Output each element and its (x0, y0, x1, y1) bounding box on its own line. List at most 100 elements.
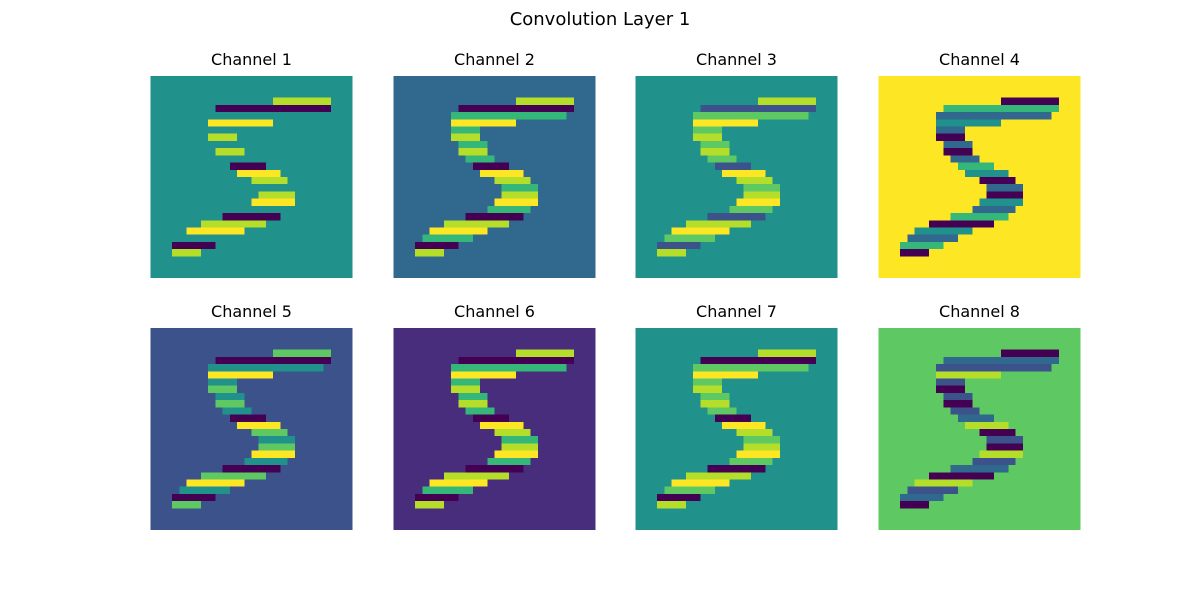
feature-map-pixel (1022, 349, 1030, 357)
feature-map-pixel (765, 97, 773, 105)
feature-map-pixel (273, 349, 281, 357)
feature-map-pixel (229, 162, 238, 170)
feature-map-pixel (494, 213, 502, 221)
feature-map-pixel (436, 234, 444, 242)
feature-map-pixel (487, 421, 495, 429)
feature-map-pixel (808, 349, 816, 357)
feature-map-pixel (936, 493, 944, 502)
feature-map-pixel (287, 191, 295, 199)
feature-map-pixel (472, 465, 481, 473)
feature-map-pixel (972, 407, 980, 415)
feature-map-pixel (707, 133, 715, 141)
feature-map-pixel (186, 241, 194, 250)
feature-map-pixel (229, 465, 238, 473)
feature-map-pixel (979, 220, 987, 228)
feature-map-pixel (693, 227, 701, 235)
feature-map-pixel (750, 465, 759, 473)
feature-map-pixel (707, 112, 715, 120)
feature-map-pixel (929, 241, 937, 250)
feature-map-pixel (921, 241, 929, 250)
feature-map-pixel (794, 104, 802, 113)
feature-map-pixel (508, 457, 517, 466)
feature-map-pixel (957, 162, 966, 170)
feature-map-pixel (707, 213, 715, 221)
feature-map-pixel (950, 472, 958, 480)
feature-map-pixel (287, 364, 295, 372)
feature-map-pixel (287, 97, 295, 105)
feature-map-pixel (943, 104, 951, 113)
feature-map-pixel (787, 364, 795, 372)
feature-map-pixel (302, 112, 310, 120)
feature-map-pixel (965, 421, 973, 429)
feature-map-pixel (516, 191, 524, 199)
feature-map-pixel (258, 119, 266, 127)
feature-map-pixel (472, 213, 481, 221)
feature-map-pixel (472, 400, 481, 408)
feature-map-pixel (1001, 97, 1009, 105)
feature-map-pixel (743, 450, 751, 458)
feature-map-pixel (1015, 436, 1023, 444)
feature-map-pixel (480, 392, 488, 401)
feature-map-pixel (208, 378, 216, 386)
feature-map-pixel (451, 220, 459, 228)
feature-map-pixel (736, 177, 744, 185)
feature-map-pixel (979, 177, 987, 185)
feature-map-pixel (750, 177, 759, 185)
feature-map-pixel (451, 126, 459, 134)
feature-map-image (150, 328, 353, 530)
feature-map-pixel (957, 155, 966, 163)
feature-map-pixel (222, 364, 230, 372)
feature-map-pixel (537, 104, 545, 113)
feature-map-pixel (215, 371, 223, 379)
feature-map-pixel (707, 234, 715, 242)
feature-map-pixel (501, 184, 509, 192)
feature-map-pixel (986, 429, 994, 437)
feature-map-pixel (280, 457, 288, 466)
feature-map-pixel (208, 119, 216, 127)
feature-map-pixel (193, 249, 201, 257)
feature-map-pixel (707, 227, 715, 235)
feature-map-pixel (743, 191, 751, 199)
feature-map-pixel (1015, 112, 1023, 120)
feature-map-pixel (516, 213, 524, 221)
feature-map-pixel (765, 349, 773, 357)
feature-map-pixel (537, 112, 545, 120)
feature-map-pixel (193, 479, 201, 487)
feature-map-pixel (693, 126, 701, 134)
feature-map-pixel (700, 126, 708, 134)
feature-map-pixel (758, 465, 766, 473)
feature-map-pixel (422, 249, 430, 257)
feature-map-pixel (516, 443, 524, 451)
feature-map-pixel (251, 364, 259, 372)
feature-map-pixel (986, 198, 994, 206)
feature-map-pixel (465, 112, 473, 120)
feature-map-pixel (523, 364, 531, 372)
feature-map-pixel (287, 450, 295, 458)
feature-map-pixel (722, 465, 730, 473)
feature-map-pixel (965, 140, 973, 149)
feature-map-pixel (516, 184, 524, 192)
feature-map-pixel (979, 371, 987, 379)
feature-map-pixel (273, 364, 281, 372)
feature-map-pixel (287, 349, 295, 357)
feature-map-pixel (743, 443, 751, 451)
feature-map-pixel (465, 155, 473, 163)
feature-map-pixel (1008, 177, 1016, 185)
feature-map-pixel (986, 450, 994, 458)
feature-map-pixel (222, 472, 230, 480)
feature-map-pixel (530, 104, 538, 113)
feature-map-pixel (273, 421, 281, 429)
feature-map-pixel (436, 479, 444, 487)
feature-map-pixel (222, 371, 230, 379)
feature-map-pixel (986, 356, 994, 365)
feature-map-pixel (280, 205, 288, 214)
feature-map-pixel (244, 472, 252, 480)
feature-map-pixel (1008, 97, 1016, 105)
feature-map-pixel (986, 220, 994, 228)
feature-map-pixel (258, 205, 266, 214)
feature-map-pixel (729, 472, 737, 480)
feature-map-pixel (523, 450, 531, 458)
feature-map-pixel (765, 436, 773, 444)
feature-map-pixel (979, 162, 987, 170)
feature-map-pixel (244, 155, 252, 163)
